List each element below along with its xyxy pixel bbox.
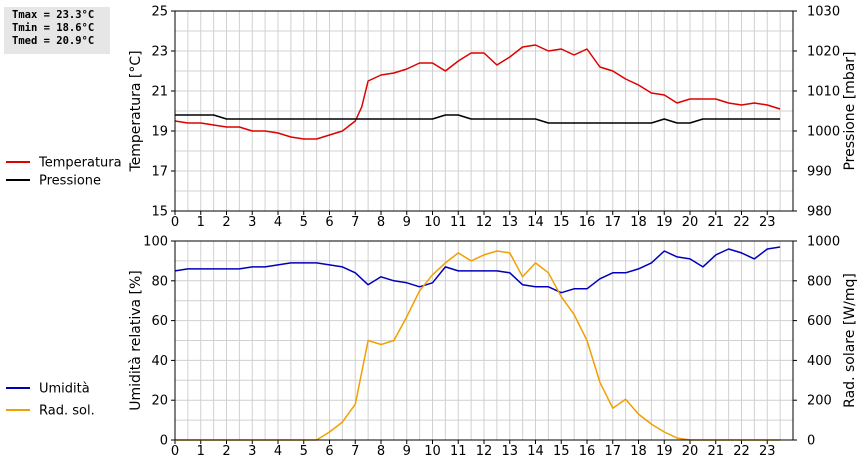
y-left-axis-title: Temperatura [°C] [128, 50, 144, 172]
x-tick-label: 19 [656, 215, 673, 230]
y-right-tick-label: 1010 [807, 85, 840, 100]
x-tick-label: 8 [377, 444, 385, 459]
y-right-tick-label: 990 [807, 165, 832, 180]
y-right-tick-label: 400 [807, 354, 832, 369]
x-tick-label: 10 [424, 444, 441, 459]
x-tick-label: 18 [630, 215, 647, 230]
x-tick-label: 20 [682, 444, 699, 459]
x-tick-label: 21 [707, 444, 724, 459]
y-right-tick-label: 600 [807, 314, 832, 329]
x-tick-label: 19 [656, 444, 673, 459]
y-right-tick-label: 1030 [807, 5, 840, 20]
x-tick-label: 5 [300, 215, 308, 230]
x-tick-label: 5 [300, 444, 308, 459]
x-tick-label: 13 [501, 444, 518, 459]
x-tick-label: 3 [248, 215, 256, 230]
y-left-tick-label: 25 [151, 5, 168, 20]
stat-tmin: Tmin = 18.6°C [12, 22, 95, 34]
y-left-tick-label: 60 [151, 314, 168, 329]
x-tick-label: 3 [248, 444, 256, 459]
stat-tmed: Tmed = 20.9°C [12, 35, 95, 47]
x-tick-label: 23 [759, 444, 776, 459]
y-right-tick-label: 0 [807, 434, 815, 449]
x-tick-label: 18 [630, 444, 647, 459]
y-left-tick-label: 0 [160, 434, 168, 449]
series-line-pressione [175, 114, 781, 124]
plot-frame [174, 240, 794, 441]
x-tick-label: 15 [553, 444, 570, 459]
y-left-tick-label: 100 [143, 235, 168, 250]
chart-panel-1: 0 1 2 3 4 5 6 7 8 9 10 11 12 13 14 15 16 17 18 19 20 21 22 2315… [6, 5, 858, 230]
y-left-tick-label: 40 [151, 354, 168, 369]
y-left-tick-label: 17 [151, 165, 168, 180]
x-tick-label: 7 [351, 444, 359, 459]
series-line-temperatura [174, 44, 781, 140]
y-right-tick-label: 980 [807, 205, 832, 220]
x-tick-label: 16 [579, 444, 596, 459]
x-tick-label: 2 [222, 215, 230, 230]
x-tick-label: 0 [171, 444, 179, 459]
x-tick-label: 23 [759, 215, 776, 230]
y-right-tick-label: 200 [807, 394, 832, 409]
x-tick-label: 22 [733, 444, 750, 459]
x-tick-label: 17 [604, 215, 621, 230]
y-left-tick-label: 19 [151, 125, 168, 140]
x-tick-label: 4 [274, 215, 282, 230]
y-left-axis-title: Umidità relativa [%] [128, 270, 144, 411]
y-right-tick-label: 800 [807, 274, 832, 289]
x-tick-label: 11 [450, 215, 467, 230]
x-tick-label: 16 [579, 215, 596, 230]
y-left-tick-label: 20 [151, 394, 168, 409]
x-tick-label: 22 [733, 215, 750, 230]
legend-label: Pressione [39, 174, 101, 189]
y-right-tick-label: 1020 [807, 45, 840, 60]
plot-frame [174, 10, 794, 212]
x-tick-label: 6 [325, 215, 333, 230]
y-left-tick-label: 23 [151, 45, 168, 60]
x-tick-label: 7 [351, 215, 359, 230]
y-left-tick-label: 15 [151, 205, 168, 220]
x-tick-label: 20 [682, 215, 699, 230]
x-tick-label: 6 [325, 444, 333, 459]
series-line-rad-sol [175, 250, 781, 441]
x-tick-label: 17 [604, 444, 621, 459]
x-tick-label: 11 [450, 444, 467, 459]
legend-label: Umidità [39, 382, 90, 397]
x-tick-label: 10 [424, 215, 441, 230]
x-tick-label: 14 [527, 215, 544, 230]
y-right-tick-label: 1000 [807, 125, 840, 140]
legend-label: Temperatura [38, 156, 122, 171]
x-tick-label: 2 [222, 444, 230, 459]
chart-panel-2: 0 1 2 3 4 5 6 7 8 9 10 11 12 13 14 15 16 17 18 19 20 21 22 2302… [6, 235, 858, 459]
x-tick-label: 1 [197, 444, 205, 459]
stat-tmax: Tmax = 23.3°C [12, 9, 95, 21]
stats-box: Tmax = 23.3°C Tmin = 18.6°C Tmed = 20.9°… [4, 7, 110, 54]
y-left-tick-label: 80 [151, 274, 168, 289]
y-right-axis-title: Pressione [mbar] [842, 51, 858, 170]
x-tick-label: 14 [527, 444, 544, 459]
x-tick-label: 12 [476, 215, 493, 230]
series-line-umidit [174, 246, 781, 294]
y-right-tick-label: 1000 [807, 235, 840, 250]
x-tick-label: 0 [171, 215, 179, 230]
x-tick-label: 15 [553, 215, 570, 230]
x-tick-label: 21 [707, 215, 724, 230]
x-tick-label: 9 [403, 215, 411, 230]
legend-label: Rad. sol. [39, 404, 95, 419]
x-tick-label: 9 [403, 444, 411, 459]
x-tick-label: 12 [476, 444, 493, 459]
y-left-tick-label: 21 [151, 85, 168, 100]
x-tick-label: 8 [377, 215, 385, 230]
x-tick-label: 1 [197, 215, 205, 230]
y-right-axis-title: Rad. solare [W/mq] [842, 273, 858, 408]
x-tick-label: 4 [274, 444, 282, 459]
x-tick-label: 13 [501, 215, 518, 230]
